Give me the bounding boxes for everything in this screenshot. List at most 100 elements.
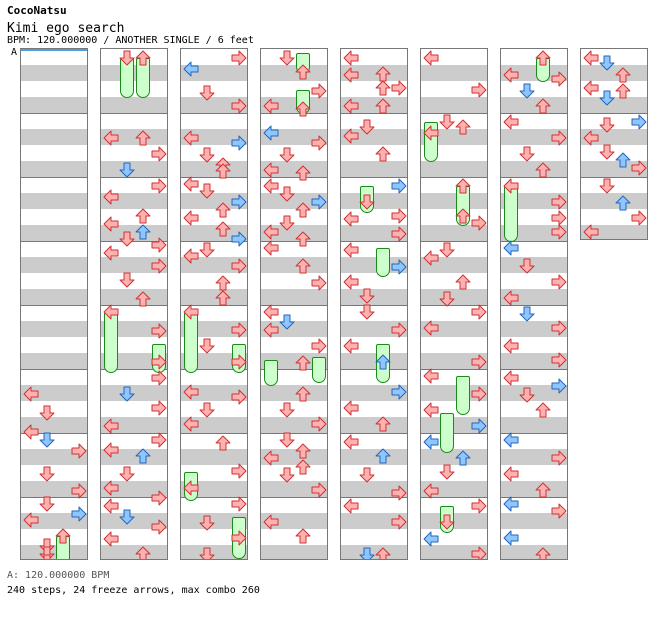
step-arrow-down-icon xyxy=(279,50,295,66)
step-arrow-up-icon xyxy=(375,448,391,464)
step-arrow-up-icon xyxy=(375,354,391,370)
measure-line xyxy=(261,241,327,242)
step-arrow-left-icon xyxy=(423,320,439,336)
step-arrow-down-icon xyxy=(199,515,215,531)
step-arrow-down-icon xyxy=(39,432,55,448)
step-arrow-up-icon xyxy=(455,119,471,135)
step-arrow-up-icon xyxy=(295,202,311,218)
step-arrow-down-icon xyxy=(439,114,455,130)
step-arrow-left-icon xyxy=(103,189,119,205)
measure-line xyxy=(341,177,407,178)
measure-line xyxy=(501,497,567,498)
measure-line xyxy=(421,177,487,178)
step-arrow-up-icon xyxy=(535,50,551,66)
step-arrow-right-icon xyxy=(631,210,647,226)
step-arrow-up-icon xyxy=(215,275,231,291)
step-arrow-left-icon xyxy=(263,178,279,194)
step-arrow-left-icon xyxy=(583,130,599,146)
measure-line xyxy=(341,113,407,114)
step-arrow-left-icon xyxy=(503,240,519,256)
step-arrow-right-icon xyxy=(391,485,407,501)
step-arrow-left-icon xyxy=(183,416,199,432)
step-arrow-up-icon xyxy=(535,547,551,559)
measure-line xyxy=(101,113,167,114)
step-arrow-left-icon xyxy=(503,466,519,482)
measure-line xyxy=(21,113,87,114)
step-arrow-left-icon xyxy=(343,50,359,66)
measure-line xyxy=(261,177,327,178)
step-arrow-right-icon xyxy=(151,370,167,386)
step-arrow-left-icon xyxy=(263,304,279,320)
chart-column xyxy=(420,48,488,560)
step-arrow-left-icon xyxy=(103,245,119,261)
step-arrow-up-icon xyxy=(215,163,231,179)
measure-line xyxy=(341,369,407,370)
measure-line xyxy=(421,433,487,434)
step-arrow-right-icon xyxy=(551,503,567,519)
step-arrow-right-icon xyxy=(231,258,247,274)
step-arrow-left-icon xyxy=(103,442,119,458)
step-arrow-left-icon xyxy=(423,250,439,266)
measure-line xyxy=(21,177,87,178)
step-arrow-up-icon xyxy=(135,208,151,224)
step-arrow-right-icon xyxy=(471,386,487,402)
step-arrow-left-icon xyxy=(263,240,279,256)
step-arrow-down-icon xyxy=(119,272,135,288)
step-arrow-up-icon xyxy=(295,64,311,80)
step-arrow-up-icon xyxy=(455,208,471,224)
step-arrow-right-icon xyxy=(391,514,407,530)
step-arrow-right-icon xyxy=(151,432,167,448)
step-arrow-left-icon xyxy=(423,50,439,66)
measure-line xyxy=(261,369,327,370)
step-arrow-left-icon xyxy=(423,402,439,418)
measure-line xyxy=(261,305,327,306)
step-arrow-right-icon xyxy=(551,352,567,368)
step-arrow-right-icon xyxy=(231,98,247,114)
measure-line xyxy=(21,241,87,242)
step-arrow-right-icon xyxy=(391,178,407,194)
measure-line xyxy=(181,113,247,114)
step-arrow-right-icon xyxy=(391,208,407,224)
step-arrow-down-icon xyxy=(279,402,295,418)
author-name: CocoNatsu xyxy=(7,4,67,17)
step-arrow-down-icon xyxy=(199,338,215,354)
step-arrow-left-icon xyxy=(423,531,439,547)
step-arrow-down-icon xyxy=(39,405,55,421)
measure-line xyxy=(181,433,247,434)
step-arrow-down-icon xyxy=(279,147,295,163)
freeze-arrow-left xyxy=(184,312,198,373)
start-line xyxy=(21,49,87,51)
step-arrow-right-icon xyxy=(151,490,167,506)
step-arrow-left-icon xyxy=(503,114,519,130)
step-arrow-up-icon xyxy=(295,443,311,459)
step-arrow-left-icon xyxy=(183,210,199,226)
step-arrow-left-icon xyxy=(183,384,199,400)
step-arrow-down-icon xyxy=(119,162,135,178)
measure-line xyxy=(101,177,167,178)
step-arrow-up-icon xyxy=(535,98,551,114)
step-arrow-right-icon xyxy=(151,146,167,162)
chart-info: BPM: 120.000000 / ANOTHER SINGLE / 6 fee… xyxy=(7,35,254,46)
step-arrow-down-icon xyxy=(39,554,55,559)
step-arrow-right-icon xyxy=(231,354,247,370)
step-arrow-down-icon xyxy=(519,306,535,322)
step-arrow-left-icon xyxy=(343,434,359,450)
step-arrow-down-icon xyxy=(119,466,135,482)
measure-line xyxy=(341,497,407,498)
chart-column xyxy=(580,48,648,240)
step-arrow-left-icon xyxy=(103,480,119,496)
measure-line xyxy=(181,305,247,306)
freeze-arrow-up xyxy=(376,248,390,277)
step-arrow-up-icon xyxy=(295,165,311,181)
step-arrow-right-icon xyxy=(631,114,647,130)
measure-line xyxy=(261,433,327,434)
step-arrow-up-icon xyxy=(535,162,551,178)
step-arrow-right-icon xyxy=(151,258,167,274)
step-arrow-up-icon xyxy=(215,221,231,237)
step-arrow-up-icon xyxy=(615,152,631,168)
step-arrow-down-icon xyxy=(359,288,375,304)
step-arrow-down-icon xyxy=(279,215,295,231)
measure-line xyxy=(581,113,647,114)
measure-line xyxy=(421,369,487,370)
step-arrow-up-icon xyxy=(375,146,391,162)
